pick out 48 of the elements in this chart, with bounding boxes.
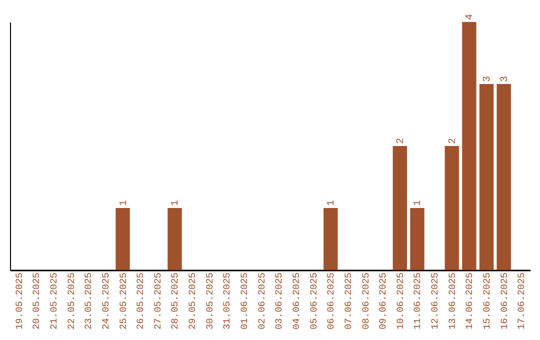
- bar: [116, 208, 130, 270]
- x-tick-label: 26.05.2025: [135, 272, 146, 330]
- data-label: 1: [170, 200, 182, 206]
- bar: [444, 146, 459, 270]
- bar: [462, 22, 476, 270]
- data-label: 2: [448, 138, 459, 144]
- data-label: 1: [326, 200, 338, 206]
- x-tick-label: 19.05.2025: [14, 272, 25, 330]
- x-tick-label: 29.05.2025: [187, 272, 198, 330]
- x-tick-label: 24.05.2025: [100, 272, 112, 330]
- x-tick-label: 02.06.2025: [256, 272, 268, 330]
- x-tick-label: 06.06.2025: [326, 272, 337, 330]
- bar: [479, 84, 494, 270]
- x-tick-label: 08.06.2025: [360, 272, 372, 330]
- x-tick-label: 05.06.2025: [308, 272, 320, 330]
- data-label: 1: [118, 200, 130, 206]
- x-tick-label: 09.06.2025: [378, 272, 389, 330]
- x-tick-label: 11.06.2025: [412, 272, 424, 330]
- x-tick-label: 31.05.2025: [222, 272, 233, 330]
- x-tick-label: 14.06.2025: [464, 272, 476, 330]
- x-tick-label: 10.06.2025: [394, 272, 406, 330]
- data-label: 2: [396, 138, 407, 144]
- x-tick-label: 23.05.2025: [83, 272, 94, 330]
- x-tick-label: 22.05.2025: [66, 272, 77, 330]
- data-label: 1: [413, 200, 424, 206]
- bar: [168, 208, 182, 270]
- x-tick-label: 16.06.2025: [498, 272, 510, 330]
- x-tick-label: 03.06.2025: [274, 272, 285, 330]
- x-tick-label: 30.05.2025: [204, 272, 216, 330]
- x-tick-label: 13.06.2025: [446, 272, 458, 330]
- bar: [392, 146, 408, 270]
- x-tick-label: 17.06.2025: [516, 272, 528, 330]
- bar: [496, 84, 511, 270]
- x-tick-label: 27.05.2025: [152, 272, 164, 330]
- bar: [410, 208, 424, 270]
- x-tick-label: 04.06.2025: [290, 272, 302, 330]
- x-tick-label: 21.05.2025: [48, 272, 60, 330]
- bar: [324, 208, 338, 270]
- data-label: 3: [482, 76, 494, 82]
- x-tick-label: 25.05.2025: [118, 272, 129, 330]
- x-tick-label: 12.06.2025: [430, 272, 441, 330]
- x-tick-label: 01.06.2025: [239, 272, 250, 330]
- data-label: 3: [500, 76, 511, 82]
- x-tick-label: 15.06.2025: [482, 272, 493, 330]
- data-label: 4: [465, 14, 476, 20]
- x-tick-label: 07.06.2025: [342, 272, 354, 330]
- x-tick-label: 28.05.2025: [170, 272, 181, 330]
- x-tick-label: 20.05.2025: [31, 272, 42, 330]
